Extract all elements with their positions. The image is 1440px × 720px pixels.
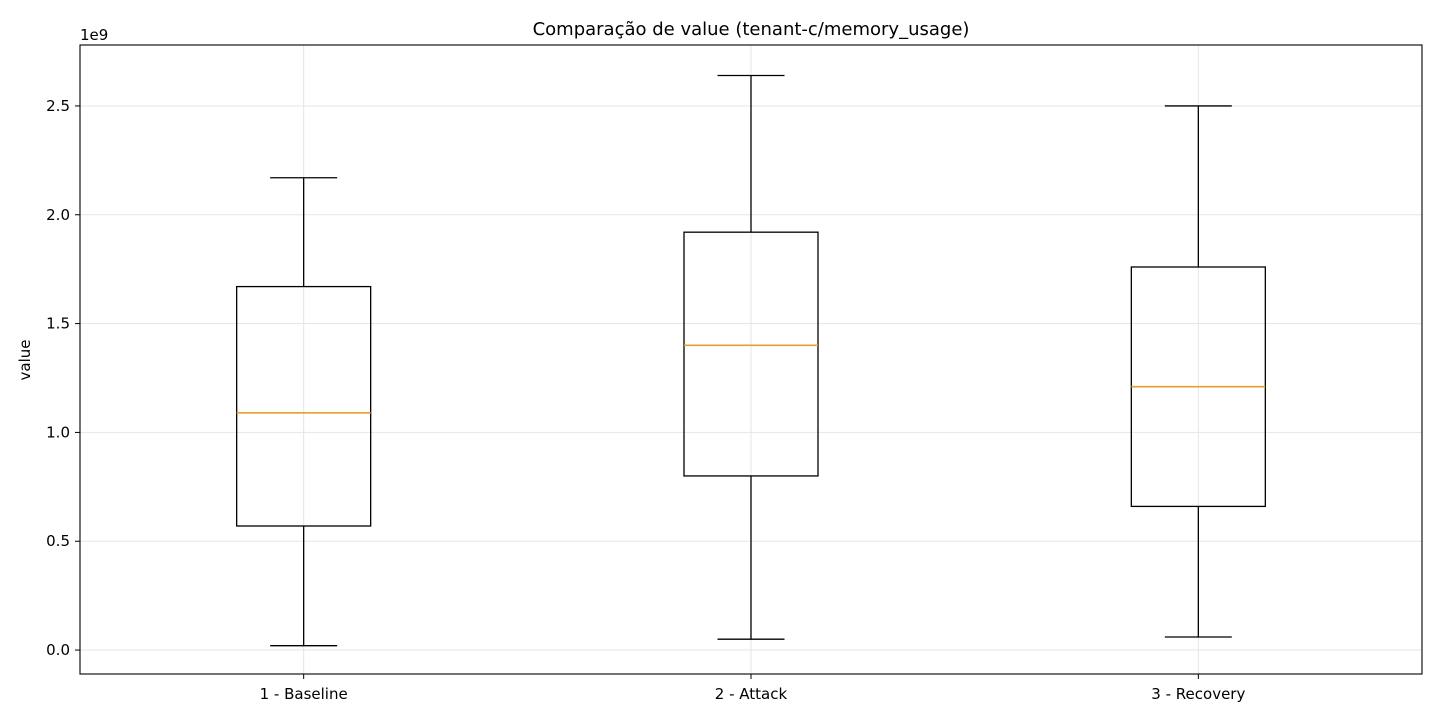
box-group	[683, 74, 819, 640]
y-tick-label: 2.5	[46, 97, 70, 115]
y-tick-label: 0.0	[46, 641, 70, 659]
box-layer	[236, 74, 1266, 647]
box-iqr	[236, 285, 372, 527]
x-tick-label: 1 - Baseline	[260, 685, 348, 703]
y-tick-label: 0.5	[46, 532, 70, 550]
chart-title: Comparação de value (tenant-c/memory_usa…	[533, 19, 970, 40]
y-axis-offset-label: 1e9	[80, 26, 108, 44]
y-tick-label: 1.5	[46, 315, 70, 333]
box-group	[236, 177, 372, 647]
x-tick-label: 3 - Recovery	[1151, 685, 1245, 703]
box-iqr	[683, 231, 819, 477]
y-tick-label: 2.0	[46, 206, 70, 224]
axes: 0.0 0.5 1.0 1.5 2.0 2.5 1 - Baseline 2 - Attack…	[46, 44, 1423, 703]
box-group	[1130, 105, 1266, 638]
y-axis-label: value	[16, 340, 34, 381]
plot-frame	[79, 44, 1423, 675]
x-tick-label: 2 - Attack	[715, 685, 788, 703]
y-tick-label: 1.0	[46, 423, 70, 441]
